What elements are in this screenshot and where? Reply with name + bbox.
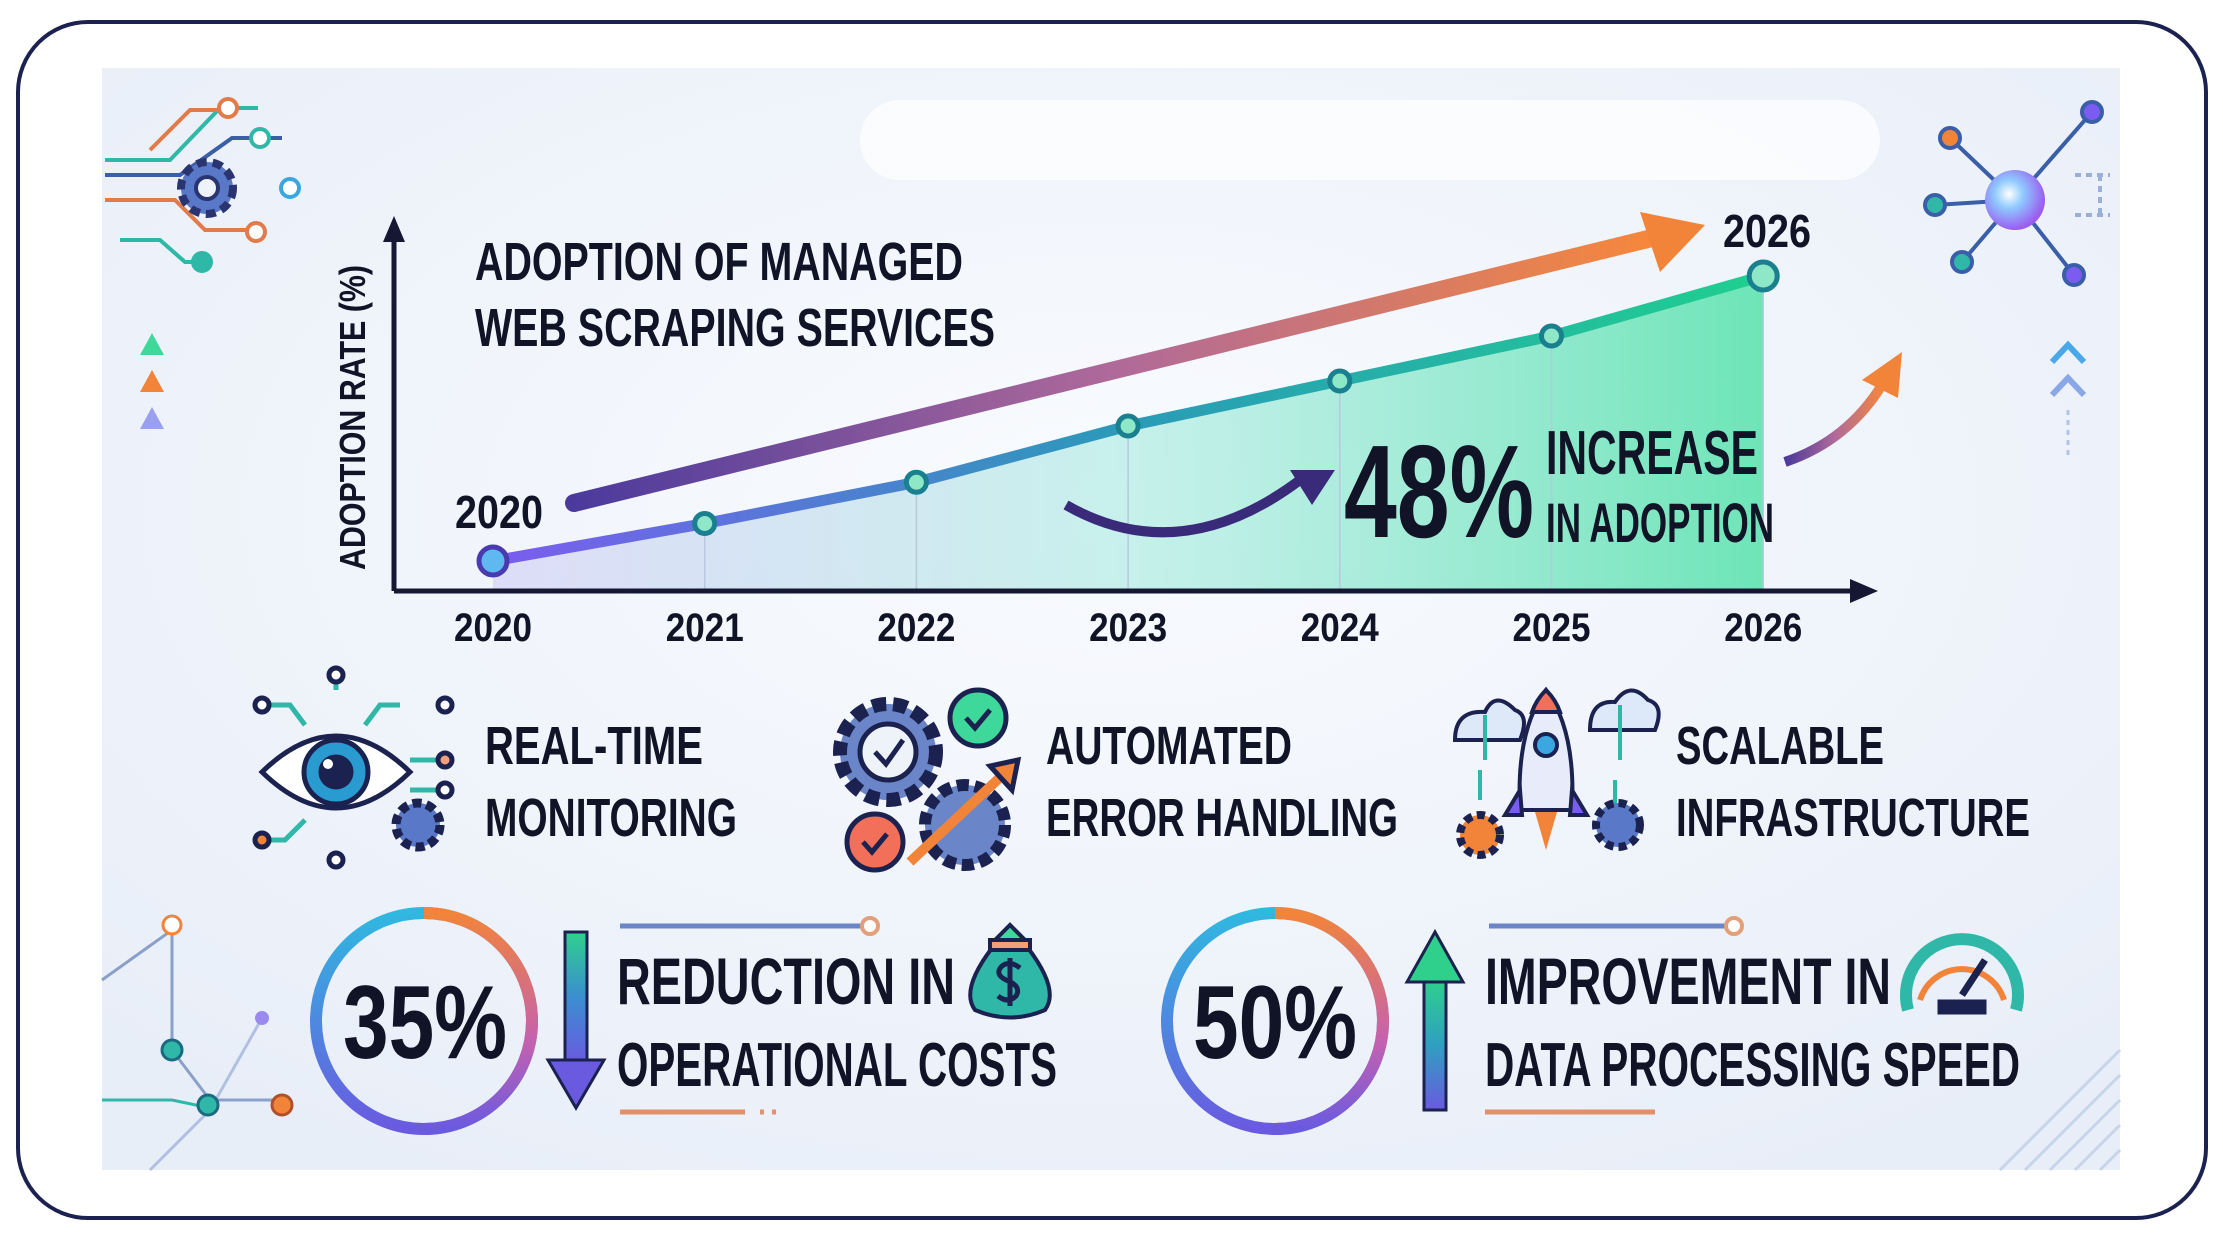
feature-title-line2: ERROR HANDLING xyxy=(1046,788,1398,848)
top-banner-blur xyxy=(860,100,1880,180)
money-bag-icon xyxy=(968,922,1052,1020)
circuit-lines-decoration xyxy=(101,914,294,1172)
speedometer-icon xyxy=(1900,933,2024,1015)
legend-triangles xyxy=(140,333,164,429)
eye-icon xyxy=(252,665,455,870)
feature-title-line1: AUTOMATED xyxy=(1046,716,1292,776)
circuit-gear-icon xyxy=(105,97,301,273)
curved-arrow-head xyxy=(1290,470,1335,505)
content-background xyxy=(102,68,2120,1170)
data-point-2025 xyxy=(1539,323,1564,349)
increase-label-line1: INCREASE xyxy=(1546,419,1758,488)
feature-title-line2: INFRASTRUCTURE xyxy=(1676,788,2030,848)
feature-title-line1: REAL-TIME xyxy=(485,716,703,776)
feature-title-line1: SCALABLE xyxy=(1676,716,1884,776)
trend-arrow-head xyxy=(1640,212,1705,272)
trend-arrow-shaft xyxy=(565,227,1669,512)
stat-label-line2: DATA PROCESSING SPEED xyxy=(1485,1031,2020,1100)
x-tick-label-2025: 2025 xyxy=(1513,606,1591,650)
data-point-2021 xyxy=(692,511,718,536)
stat-label-line1: IMPROVEMENT IN xyxy=(1485,944,1891,1018)
feature-scalable-infrastructure: SCALABLE INFRASTRUCTURE xyxy=(1452,686,2030,859)
stat-value: 50% xyxy=(1193,965,1357,1081)
gears-check-icon xyxy=(833,687,1022,873)
x-tick-label-2022: 2022 xyxy=(877,606,955,650)
start-year-label: 2020 xyxy=(455,486,543,538)
feature-real-time-monitoring: REAL-TIME MONITORING xyxy=(252,665,737,870)
chart-title-line1: ADOPTION OF MANAGED xyxy=(475,232,963,292)
y-axis-arrow xyxy=(383,216,405,242)
progress-ring-accent xyxy=(1274,907,1389,1135)
stat-label-line1: REDUCTION IN xyxy=(617,944,955,1018)
data-point-2022 xyxy=(903,469,929,495)
increase-label-line2: IN ADOPTION xyxy=(1546,491,1774,554)
stat-cost-reduction: 35% REDUCTION IN OPERATIONAL COSTS xyxy=(310,907,1057,1135)
data-point-2026 xyxy=(1746,259,1780,293)
y-axis-label: ADOPTION RATE (%) xyxy=(332,265,373,570)
x-tick-label-2023: 2023 xyxy=(1089,606,1167,650)
stat-label-line2: OPERATIONAL COSTS xyxy=(617,1031,1057,1100)
curved-arrow-icon xyxy=(1063,475,1303,538)
end-year-label: 2026 xyxy=(1723,205,1811,257)
x-tick-label-2021: 2021 xyxy=(666,606,744,650)
x-axis-arrow xyxy=(1850,579,1878,603)
chart-title-line2: WEB SCRAPING SERVICES xyxy=(475,298,995,358)
increase-value: 48% xyxy=(1344,418,1534,565)
progress-ring-accent xyxy=(423,907,538,1135)
arrow-up-icon xyxy=(1404,928,1466,1112)
x-tick-label-2024: 2024 xyxy=(1301,606,1380,650)
divider-node xyxy=(1724,916,1744,936)
data-point-2024 xyxy=(1327,368,1353,394)
chart: 2020 2021 2022 2023 2024 2025 2026 ADOPTION OF… xyxy=(332,205,1902,650)
divider-node xyxy=(860,916,880,936)
stat-processing-speed: 50% IMPROVEMENT IN DATA PROCESSING SPEED xyxy=(1161,907,2024,1135)
stat-value: 35% xyxy=(343,965,507,1081)
x-tick-label-2020: 2020 xyxy=(454,606,532,650)
dollar-sign-icon xyxy=(996,958,1022,1006)
feature-automated-error-handling: AUTOMATED ERROR HANDLING xyxy=(833,687,1398,873)
arrow-down-icon xyxy=(545,930,607,1111)
diagonal-hatch-decoration xyxy=(1998,1048,2122,1172)
rising-arrow-head xyxy=(1862,352,1902,398)
data-point-2023 xyxy=(1115,413,1141,439)
x-tick-label-2026: 2026 xyxy=(1724,606,1802,650)
chevrons-up-icon xyxy=(2049,340,2087,455)
feature-title-line2: MONITORING xyxy=(485,788,737,848)
data-point-2020 xyxy=(476,544,510,578)
rising-arrow-icon xyxy=(1783,377,1890,467)
network-node-icon xyxy=(1923,100,2110,287)
rocket-cloud-icon xyxy=(1452,686,1661,859)
